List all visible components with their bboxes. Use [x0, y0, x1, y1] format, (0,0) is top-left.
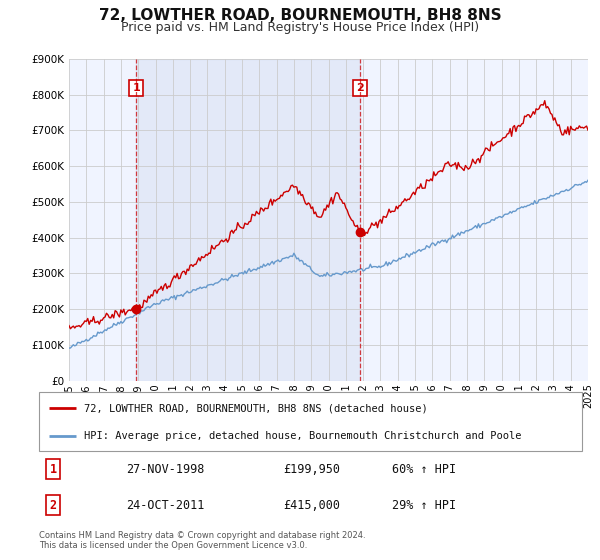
Text: 72, LOWTHER ROAD, BOURNEMOUTH, BH8 8NS: 72, LOWTHER ROAD, BOURNEMOUTH, BH8 8NS — [98, 8, 502, 24]
Text: 1: 1 — [133, 83, 140, 93]
Text: This data is licensed under the Open Government Licence v3.0.: This data is licensed under the Open Gov… — [39, 541, 307, 550]
Bar — [136, 59, 359, 381]
Text: 1: 1 — [50, 463, 56, 475]
Text: Price paid vs. HM Land Registry's House Price Index (HPI): Price paid vs. HM Land Registry's House … — [121, 21, 479, 34]
Text: 2: 2 — [356, 83, 364, 93]
Text: 24-OCT-2011: 24-OCT-2011 — [126, 499, 204, 512]
Text: 2: 2 — [50, 499, 56, 512]
Text: 29% ↑ HPI: 29% ↑ HPI — [392, 499, 456, 512]
Text: 60% ↑ HPI: 60% ↑ HPI — [392, 463, 456, 475]
Text: HPI: Average price, detached house, Bournemouth Christchurch and Poole: HPI: Average price, detached house, Bour… — [83, 431, 521, 441]
Text: 27-NOV-1998: 27-NOV-1998 — [126, 463, 204, 475]
Text: £199,950: £199,950 — [283, 463, 340, 475]
Text: 72, LOWTHER ROAD, BOURNEMOUTH, BH8 8NS (detached house): 72, LOWTHER ROAD, BOURNEMOUTH, BH8 8NS (… — [83, 403, 427, 413]
FancyBboxPatch shape — [39, 392, 582, 451]
Text: Contains HM Land Registry data © Crown copyright and database right 2024.: Contains HM Land Registry data © Crown c… — [39, 531, 365, 540]
Text: £415,000: £415,000 — [283, 499, 340, 512]
